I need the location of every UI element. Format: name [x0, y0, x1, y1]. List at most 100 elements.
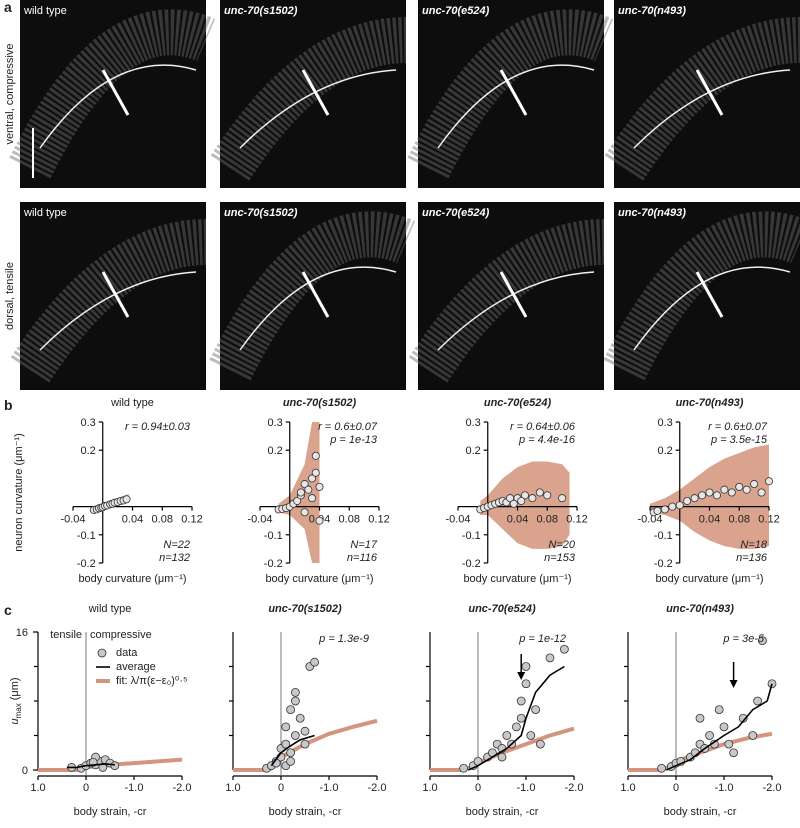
data-point — [727, 488, 736, 497]
x-axis-label: body strain, -cr — [466, 806, 539, 818]
data-point — [758, 636, 767, 646]
data-point — [712, 491, 721, 500]
data-point — [520, 491, 529, 500]
x-axis-label: body strain, -cr — [664, 806, 737, 818]
legend-label: fit: λ/π(ε−ε₀)⁰·⁵ — [116, 675, 188, 687]
confidence-band — [480, 461, 570, 549]
annotation: p = 1.3e-9 — [318, 633, 369, 645]
x-tick-label: 0.04 — [699, 514, 720, 526]
data-point — [765, 477, 774, 486]
worm-body — [407, 9, 614, 179]
x-tick-label: -1.0 — [517, 782, 536, 794]
data-point — [720, 485, 729, 494]
y-tick-label: -0.2 — [654, 558, 673, 570]
annotation: p = 1e-13 — [329, 434, 378, 446]
x-tick-label: 0.04 — [507, 514, 528, 526]
x-axis-label: body curvature (μm⁻¹) — [655, 573, 763, 585]
image-label: wild type — [23, 5, 67, 17]
data-point — [729, 748, 738, 758]
average-line — [66, 763, 115, 769]
x-axis-label: body strain, -cr — [269, 806, 342, 818]
data-point — [531, 705, 540, 715]
y-tick-label: 0.3 — [657, 417, 672, 429]
chart-title: unc-70(e524) — [468, 603, 536, 615]
annotation: p = 3e-5 — [722, 633, 765, 645]
chart-title: wild type — [110, 397, 154, 409]
commissure — [301, 69, 330, 116]
data-point — [517, 496, 526, 505]
annotation: N=22 — [163, 539, 190, 551]
x-tick-label: 0.04 — [122, 514, 143, 526]
worm-body — [209, 211, 416, 381]
data-point — [304, 485, 313, 494]
x-tick-label: -0.04 — [60, 514, 85, 526]
x-tick-label: 0 — [475, 782, 481, 794]
data-point — [308, 494, 317, 503]
legend-label: data — [116, 647, 138, 659]
data-point — [286, 748, 296, 758]
y-tick-label: 0.2 — [465, 445, 480, 457]
panel-label: b — [4, 397, 13, 413]
data-point — [122, 495, 131, 504]
data-point — [521, 662, 531, 671]
data-point — [735, 482, 744, 491]
annotation: r = 0.64±0.06 — [510, 421, 576, 433]
data-point — [290, 687, 300, 697]
confidence-band — [650, 444, 769, 549]
data-point — [695, 713, 705, 723]
data-point — [300, 726, 310, 736]
commissure — [101, 69, 130, 116]
micrograph — [614, 202, 800, 390]
data-point — [502, 731, 512, 740]
x-tick-label: 0 — [278, 782, 284, 794]
data-point — [668, 502, 677, 511]
data-point — [757, 488, 766, 497]
data-point — [459, 763, 469, 773]
data-point — [528, 494, 537, 503]
x-tick-label: 1.0 — [225, 782, 240, 794]
data-point — [497, 752, 507, 762]
annotation: r = 0.6±0.07 — [708, 421, 768, 433]
worm-body — [603, 211, 800, 381]
data-point — [698, 491, 707, 500]
data-point — [742, 485, 751, 494]
image-label: unc-70(s1502) — [224, 5, 298, 17]
x-tick-label: -2.0 — [368, 782, 387, 794]
data-point — [724, 739, 734, 749]
data-point — [675, 501, 684, 510]
y-tick-label: 0.3 — [465, 417, 480, 429]
data-point — [300, 739, 310, 749]
data-point — [310, 657, 320, 667]
data-point — [750, 480, 759, 489]
y-tick-label: 0.3 — [267, 417, 282, 429]
legend-label: average — [116, 661, 156, 673]
micrograph — [418, 0, 604, 188]
y-label-unit: (μm) — [9, 677, 21, 700]
data-point — [296, 488, 305, 497]
x-tick-label: 0.08 — [152, 514, 173, 526]
y-tick-label: 0 — [22, 765, 28, 777]
micrograph — [220, 202, 406, 390]
legend-marker — [97, 648, 107, 658]
y-tick-label: 0.2 — [267, 445, 282, 457]
data-point — [281, 739, 291, 749]
y-tick-label: -0.1 — [264, 530, 283, 542]
x-tick-label: -2.0 — [763, 782, 782, 794]
data-point — [748, 731, 758, 740]
neuron — [633, 266, 791, 351]
commissure — [695, 271, 724, 318]
data-point — [536, 739, 545, 749]
x-tick-label: -0.04 — [247, 514, 272, 526]
data-point — [512, 722, 521, 732]
data-point — [311, 468, 320, 477]
panel-label: a — [4, 0, 12, 15]
annotation: n=136 — [736, 552, 768, 564]
x-tick-label: 0.12 — [181, 514, 202, 526]
y-tick-label: 0.2 — [80, 445, 95, 457]
row-label: ventral, compressive — [4, 44, 16, 145]
data-point — [690, 494, 699, 503]
arrow-head — [729, 680, 738, 688]
y-axis-label: umax (μm) — [9, 677, 23, 724]
data-point — [286, 756, 296, 766]
y-tick-label: -0.2 — [462, 558, 481, 570]
